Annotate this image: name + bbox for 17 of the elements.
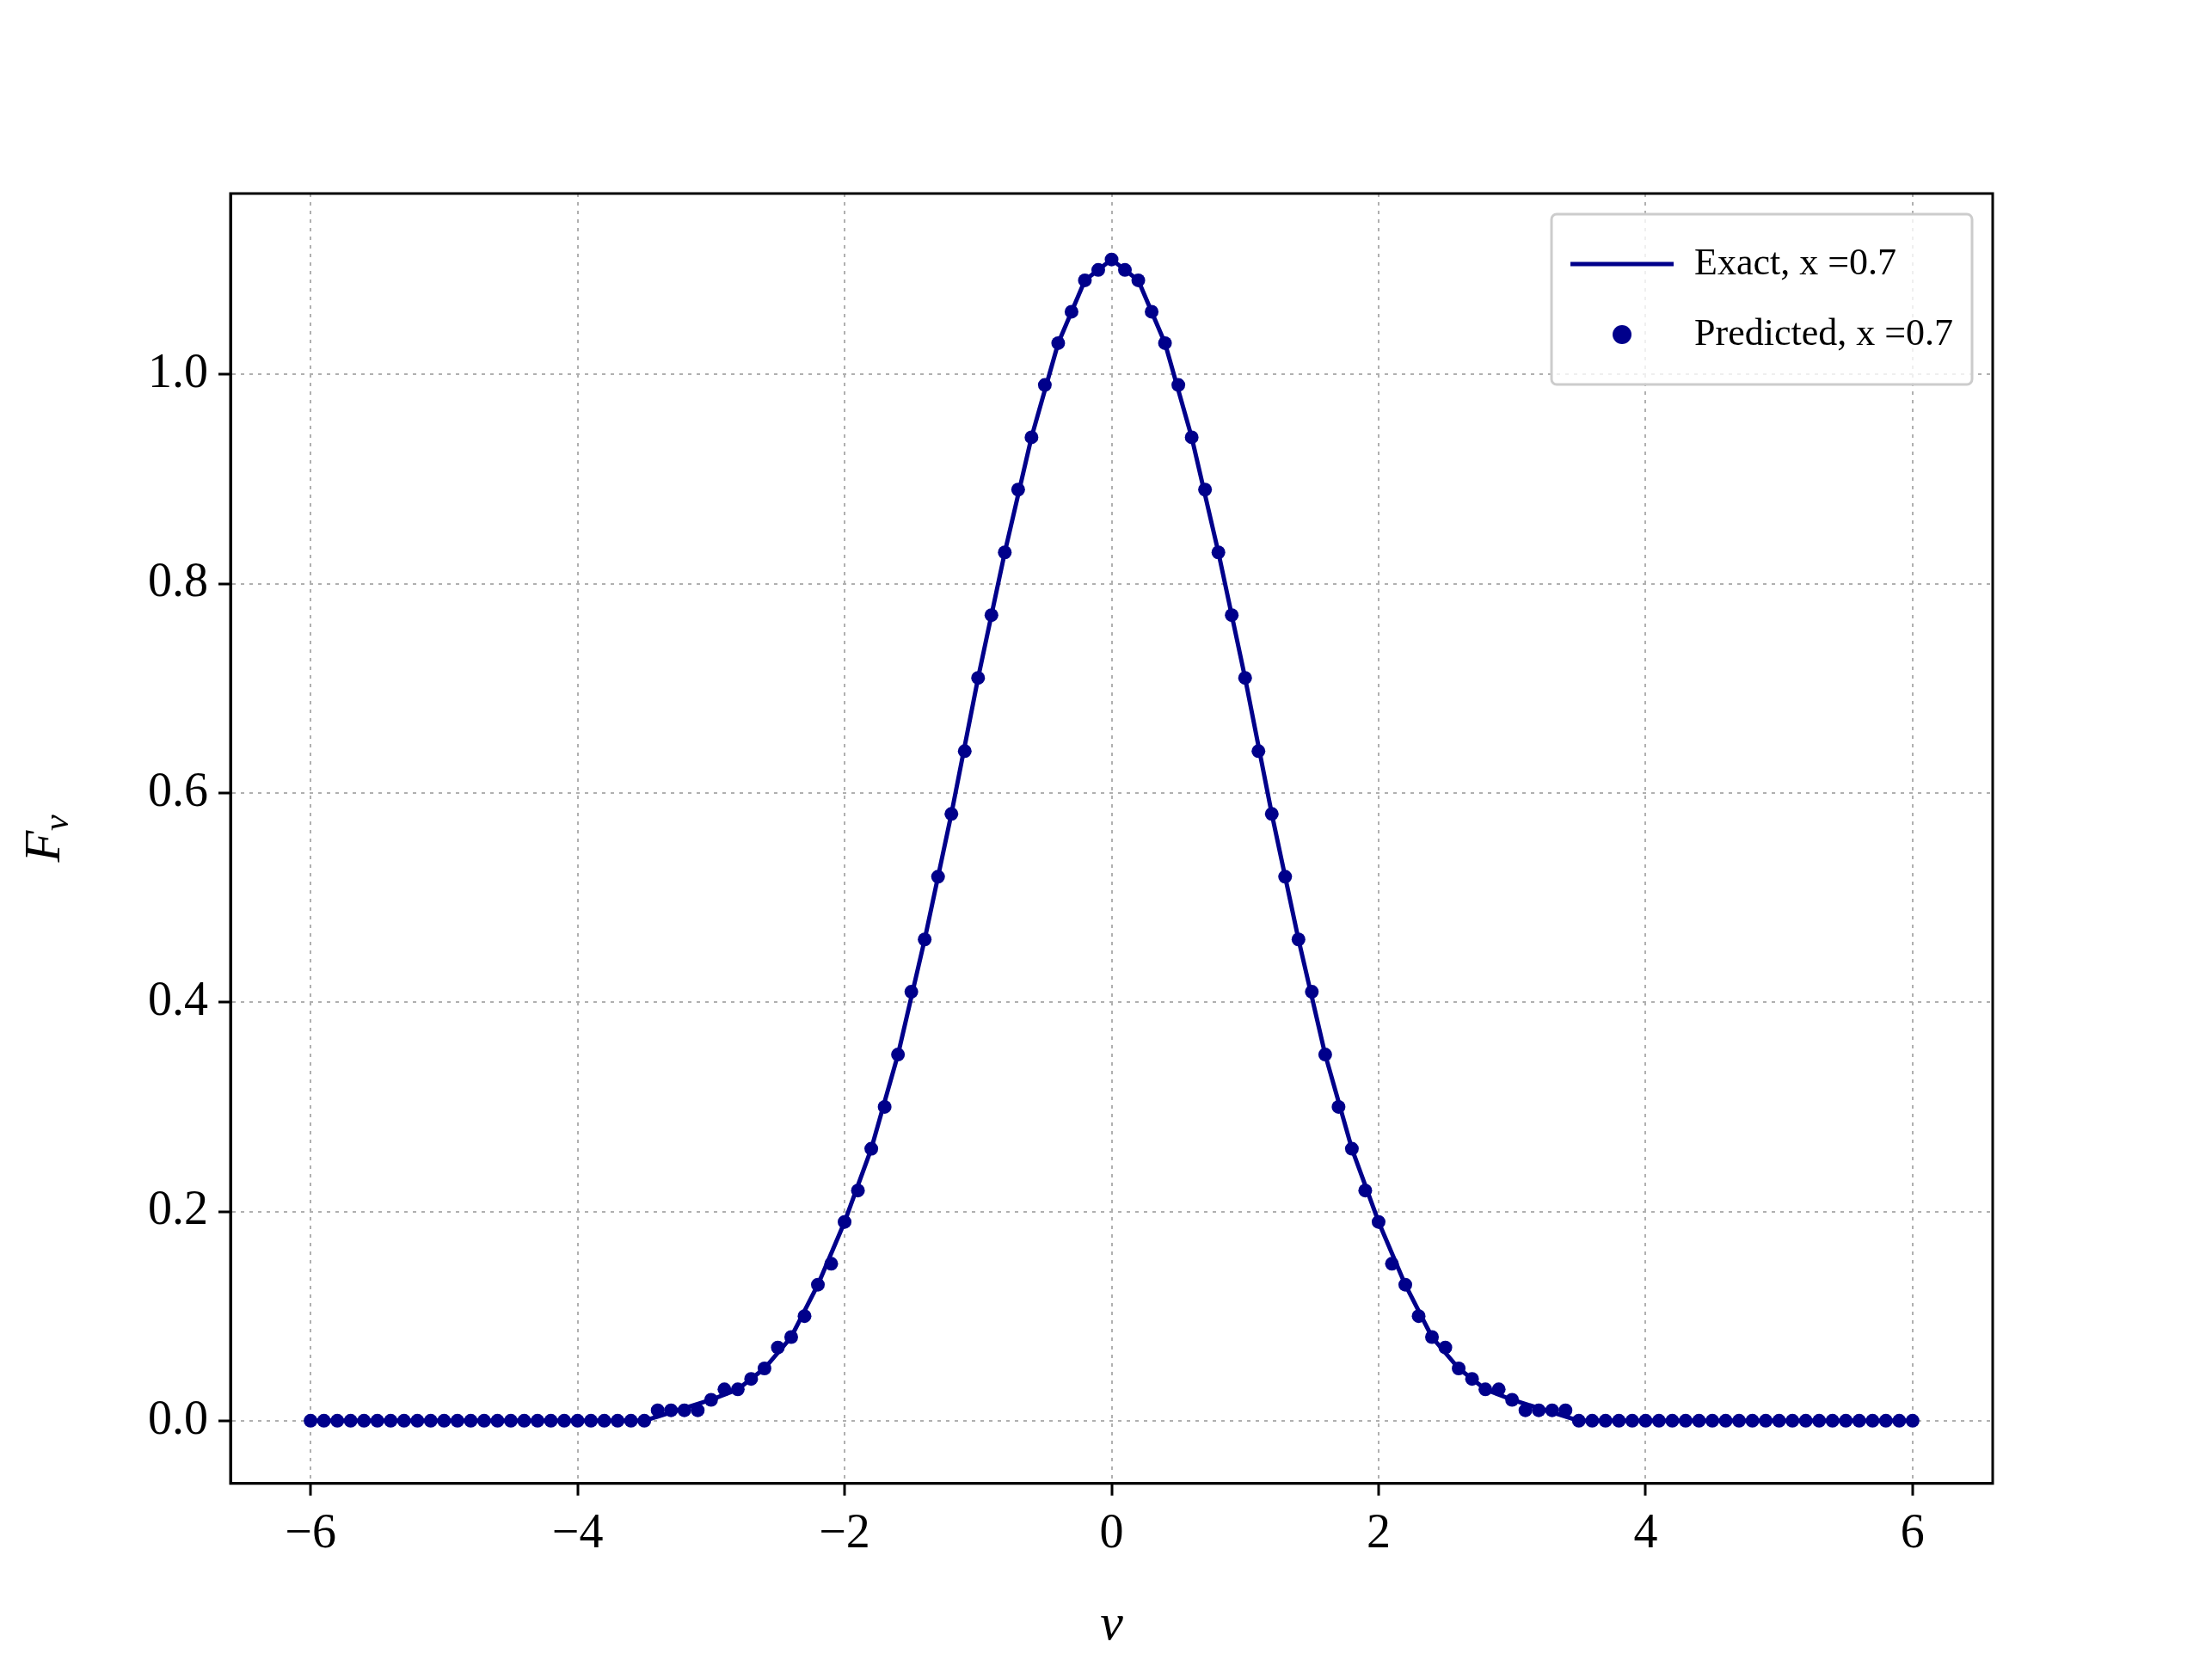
x-tick-label: −6	[285, 1504, 336, 1559]
x-tick-label: 4	[1633, 1504, 1658, 1559]
y-tick-label: 0.0	[148, 1390, 208, 1444]
legend-label: Exact, x =0.7	[1694, 240, 1897, 283]
y-tick-label: 0.2	[148, 1181, 208, 1235]
y-axis-title: Fν	[13, 814, 77, 864]
legend-label: Predicted, x =0.7	[1694, 310, 1954, 354]
x-tick-label: −4	[551, 1504, 604, 1559]
y-tick-label: 0.6	[148, 762, 208, 816]
x-tick-label: 6	[1900, 1504, 1925, 1559]
x-tick-label: 0	[1099, 1504, 1124, 1559]
y-tick-label: 1.0	[148, 344, 208, 398]
x-tick-label: 2	[1366, 1504, 1391, 1559]
y-tick-label: 0.4	[148, 971, 208, 1025]
y-tick-label: 0.8	[148, 553, 208, 607]
x-axis-title: ν	[1100, 1593, 1124, 1651]
x-tick-label: −2	[819, 1504, 870, 1559]
